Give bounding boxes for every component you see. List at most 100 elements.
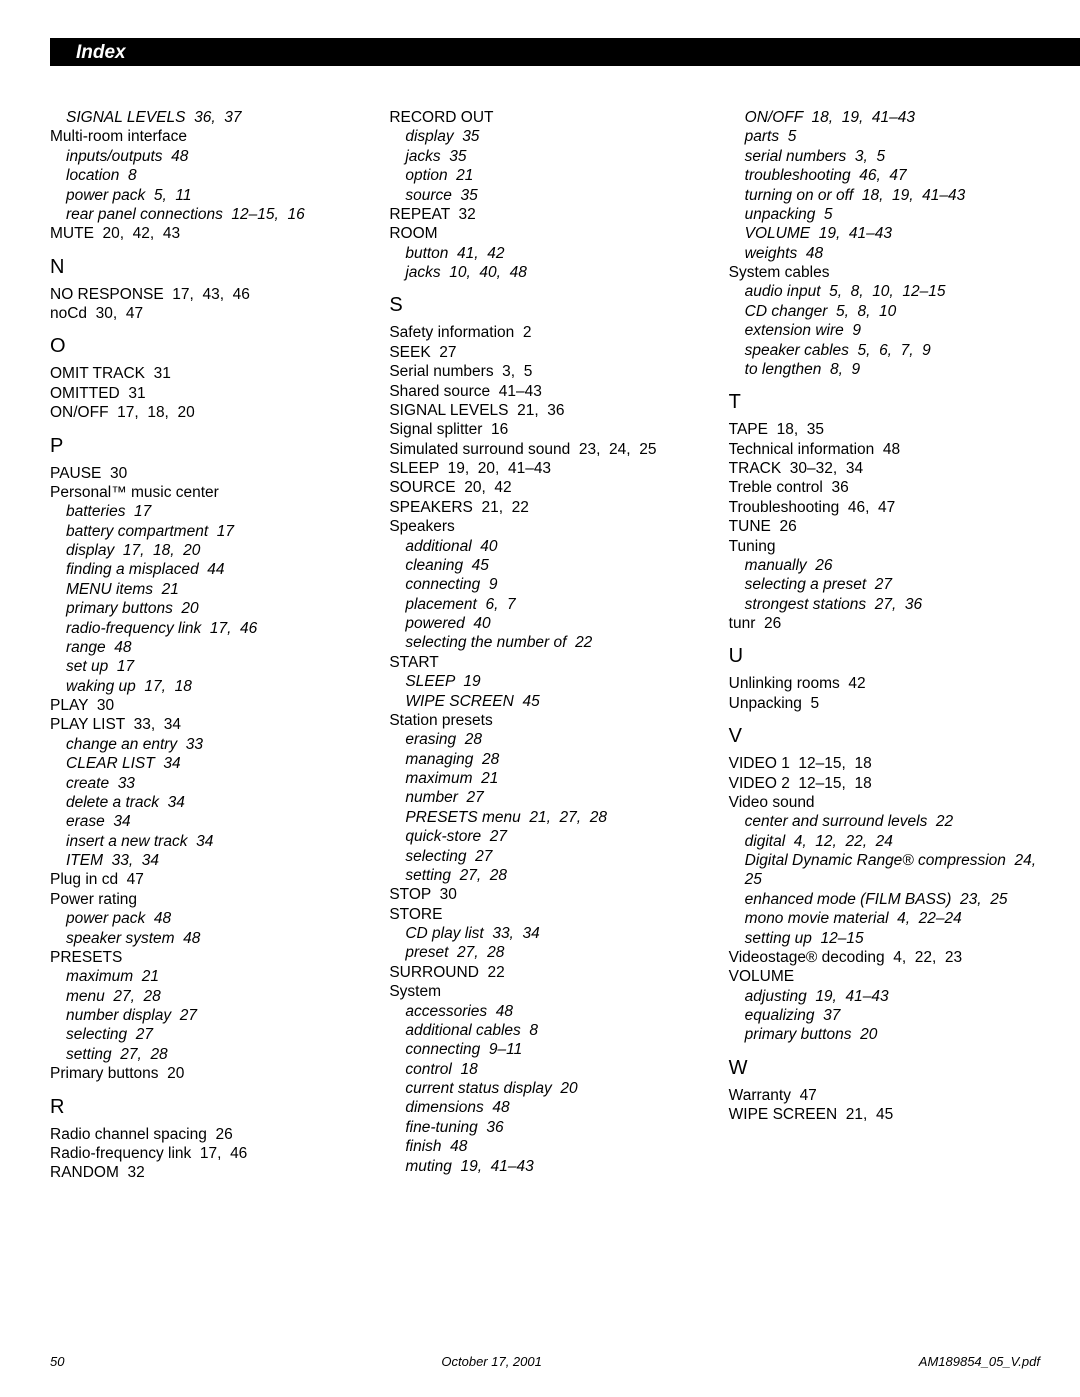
index-subentry: set up 17: [50, 657, 371, 676]
index-entry: Unpacking 5: [729, 694, 1050, 713]
index-subentry: rear panel connections 12–15, 16: [50, 205, 371, 224]
index-entry: PAUSE 30: [50, 464, 371, 483]
index-subentry: CD play list 33, 34: [389, 924, 710, 943]
index-entry: SLEEP 19, 20, 41–43: [389, 459, 710, 478]
index-subentry: enhanced mode (FILM BASS) 23, 25: [729, 890, 1050, 909]
section-letter: P: [50, 435, 371, 458]
index-subentry: number display 27: [50, 1006, 371, 1025]
index-subentry: erase 34: [50, 812, 371, 831]
index-entry: Treble control 36: [729, 478, 1050, 497]
index-entry: Serial numbers 3, 5: [389, 362, 710, 381]
index-entry: STOP 30: [389, 885, 710, 904]
index-subentry: strongest stations 27, 36: [729, 595, 1050, 614]
index-subentry: Digital Dynamic Range® compression 24, 2…: [729, 851, 1050, 890]
header-title: Index: [50, 38, 1080, 64]
index-subentry: location 8: [50, 166, 371, 185]
index-subentry: serial numbers 3, 5: [729, 147, 1050, 166]
index-entry: Troubleshooting 46, 47: [729, 498, 1050, 517]
index-subentry: option 21: [389, 166, 710, 185]
index-entry: TAPE 18, 35: [729, 420, 1050, 439]
index-entry: Power rating: [50, 890, 371, 909]
index-entry: Station presets: [389, 711, 710, 730]
index-subentry: parts 5: [729, 127, 1050, 146]
index-entry: Shared source 41–43: [389, 382, 710, 401]
index-entry: Primary buttons 20: [50, 1064, 371, 1083]
index-subentry: radio-frequency link 17, 46: [50, 619, 371, 638]
index-subentry: current status display 20: [389, 1079, 710, 1098]
index-subentry: jacks 35: [389, 147, 710, 166]
index-subentry: connecting 9: [389, 575, 710, 594]
index-subentry: waking up 17, 18: [50, 677, 371, 696]
index-entry: Video sound: [729, 793, 1050, 812]
index-subentry: selecting the number of 22: [389, 633, 710, 652]
index-subentry: MENU items 21: [50, 580, 371, 599]
index-entry: ROOM: [389, 224, 710, 243]
index-subentry: setting 27, 28: [50, 1045, 371, 1064]
index-entry: tunr 26: [729, 614, 1050, 633]
index-subentry: finding a misplaced 44: [50, 560, 371, 579]
index-entry: Radio channel spacing 26: [50, 1125, 371, 1144]
index-subentry: source 35: [389, 186, 710, 205]
index-entry: WIPE SCREEN 21, 45: [729, 1105, 1050, 1124]
index-subentry: display 35: [389, 127, 710, 146]
index-subentry: turning on or off 18, 19, 41–43: [729, 186, 1050, 205]
index-entry: NO RESPONSE 17, 43, 46: [50, 285, 371, 304]
index-entry: Radio-frequency link 17, 46: [50, 1144, 371, 1163]
footer-date: October 17, 2001: [441, 1354, 541, 1369]
index-subentry: batteries 17: [50, 502, 371, 521]
index-subentry: adjusting 19, 41–43: [729, 987, 1050, 1006]
index-subentry: audio input 5, 8, 10, 12–15: [729, 282, 1050, 301]
index-subentry: power pack 48: [50, 909, 371, 928]
index-subentry: additional cables 8: [389, 1021, 710, 1040]
index-subentry: to lengthen 8, 9: [729, 360, 1050, 379]
index-subentry: VOLUME 19, 41–43: [729, 224, 1050, 243]
index-entry: Videostage® decoding 4, 22, 23: [729, 948, 1050, 967]
index-subentry: setting up 12–15: [729, 929, 1050, 948]
index-subentry: center and surround levels 22: [729, 812, 1050, 831]
index-subentry: control 18: [389, 1060, 710, 1079]
index-entry: Multi-room interface: [50, 127, 371, 146]
index-entry: Simulated surround sound 23, 24, 25: [389, 440, 710, 459]
section-letter: U: [729, 645, 1050, 668]
index-subentry: troubleshooting 46, 47: [729, 166, 1050, 185]
section-letter: V: [729, 725, 1050, 748]
index-entry: PLAY 30: [50, 696, 371, 715]
index-entry: SURROUND 22: [389, 963, 710, 982]
index-subentry: PRESETS menu 21, 27, 28: [389, 808, 710, 827]
section-letter: S: [389, 294, 710, 317]
index-subentry: ITEM 33, 34: [50, 851, 371, 870]
index-subentry: primary buttons 20: [729, 1025, 1050, 1044]
index-subentry: SIGNAL LEVELS 36, 37: [50, 108, 371, 127]
index-subentry: menu 27, 28: [50, 987, 371, 1006]
index-subentry: digital 4, 12, 22, 24: [729, 832, 1050, 851]
header-bar: Index: [50, 38, 1080, 66]
index-entry: SIGNAL LEVELS 21, 36: [389, 401, 710, 420]
index-entry: MUTE 20, 42, 43: [50, 224, 371, 243]
index-column: ON/OFF 18, 19, 41–43parts 5serial number…: [729, 108, 1050, 1183]
index-subentry: insert a new track 34: [50, 832, 371, 851]
index-subentry: muting 19, 41–43: [389, 1157, 710, 1176]
index-entry: Safety information 2: [389, 323, 710, 342]
footer-file: AM189854_05_V.pdf: [919, 1354, 1040, 1369]
footer-page: 50: [50, 1354, 64, 1369]
index-entry: System cables: [729, 263, 1050, 282]
index-entry: RECORD OUT: [389, 108, 710, 127]
index-subentry: primary buttons 20: [50, 599, 371, 618]
index-subentry: delete a track 34: [50, 793, 371, 812]
section-letter: O: [50, 335, 371, 358]
index-subentry: button 41, 42: [389, 244, 710, 263]
index-subentry: power pack 5, 11: [50, 186, 371, 205]
index-column: SIGNAL LEVELS 36, 37Multi-room interface…: [50, 108, 371, 1183]
index-subentry: WIPE SCREEN 45: [389, 692, 710, 711]
index-entry: VOLUME: [729, 967, 1050, 986]
index-subentry: weights 48: [729, 244, 1050, 263]
index-entry: START: [389, 653, 710, 672]
index-subentry: equalizing 37: [729, 1006, 1050, 1025]
index-entry: Technical information 48: [729, 440, 1050, 459]
index-subentry: placement 6, 7: [389, 595, 710, 614]
index-subentry: preset 27, 28: [389, 943, 710, 962]
index-subentry: additional 40: [389, 537, 710, 556]
index-subentry: dimensions 48: [389, 1098, 710, 1117]
index-entry: System: [389, 982, 710, 1001]
index-subentry: selecting 27: [389, 847, 710, 866]
